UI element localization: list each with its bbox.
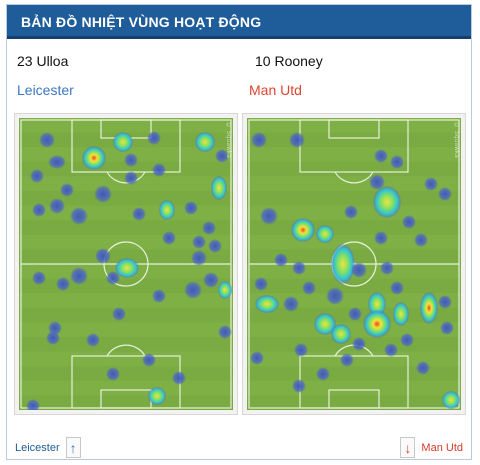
- legend-leicester-label: Leicester: [15, 441, 60, 454]
- right-heatmap-pitch: © Squawka: [247, 118, 461, 410]
- legend-leicester: Leicester ↑: [15, 437, 87, 458]
- title-bar: BẢN ĐỒ NHIỆT VÙNG HOẠT ĐỘNG: [7, 5, 471, 39]
- left-pitch-panel: © Squawka: [14, 113, 238, 415]
- arrow-down-icon: ↓: [400, 437, 416, 458]
- widget-title: BẢN ĐỒ NHIỆT VÙNG HOẠT ĐỘNG: [21, 14, 262, 30]
- left-pitch-svg: [19, 118, 233, 410]
- legend-manutd-label: Man Utd: [421, 441, 463, 454]
- left-team-name: Leicester: [17, 82, 74, 98]
- right-pitch-panel: © Squawka: [242, 113, 466, 415]
- right-team-name: Man Utd: [249, 82, 302, 98]
- arrow-up-icon: ↑: [65, 437, 81, 458]
- right-pitch-svg: [247, 118, 461, 409]
- right-watermark: © Squawka: [453, 122, 460, 158]
- left-player-name: 23 Ulloa: [17, 53, 69, 69]
- heatmap-widget: BẢN ĐỒ NHIỆT VÙNG HOẠT ĐỘNG 23 Ulloa 10 …: [6, 4, 472, 460]
- left-heatmap-pitch: © Squawka: [19, 118, 233, 410]
- left-watermark: © Squawka: [225, 122, 232, 158]
- legend-manutd: ↓ Man Utd: [394, 437, 463, 458]
- right-player-name: 10 Rooney: [255, 53, 323, 69]
